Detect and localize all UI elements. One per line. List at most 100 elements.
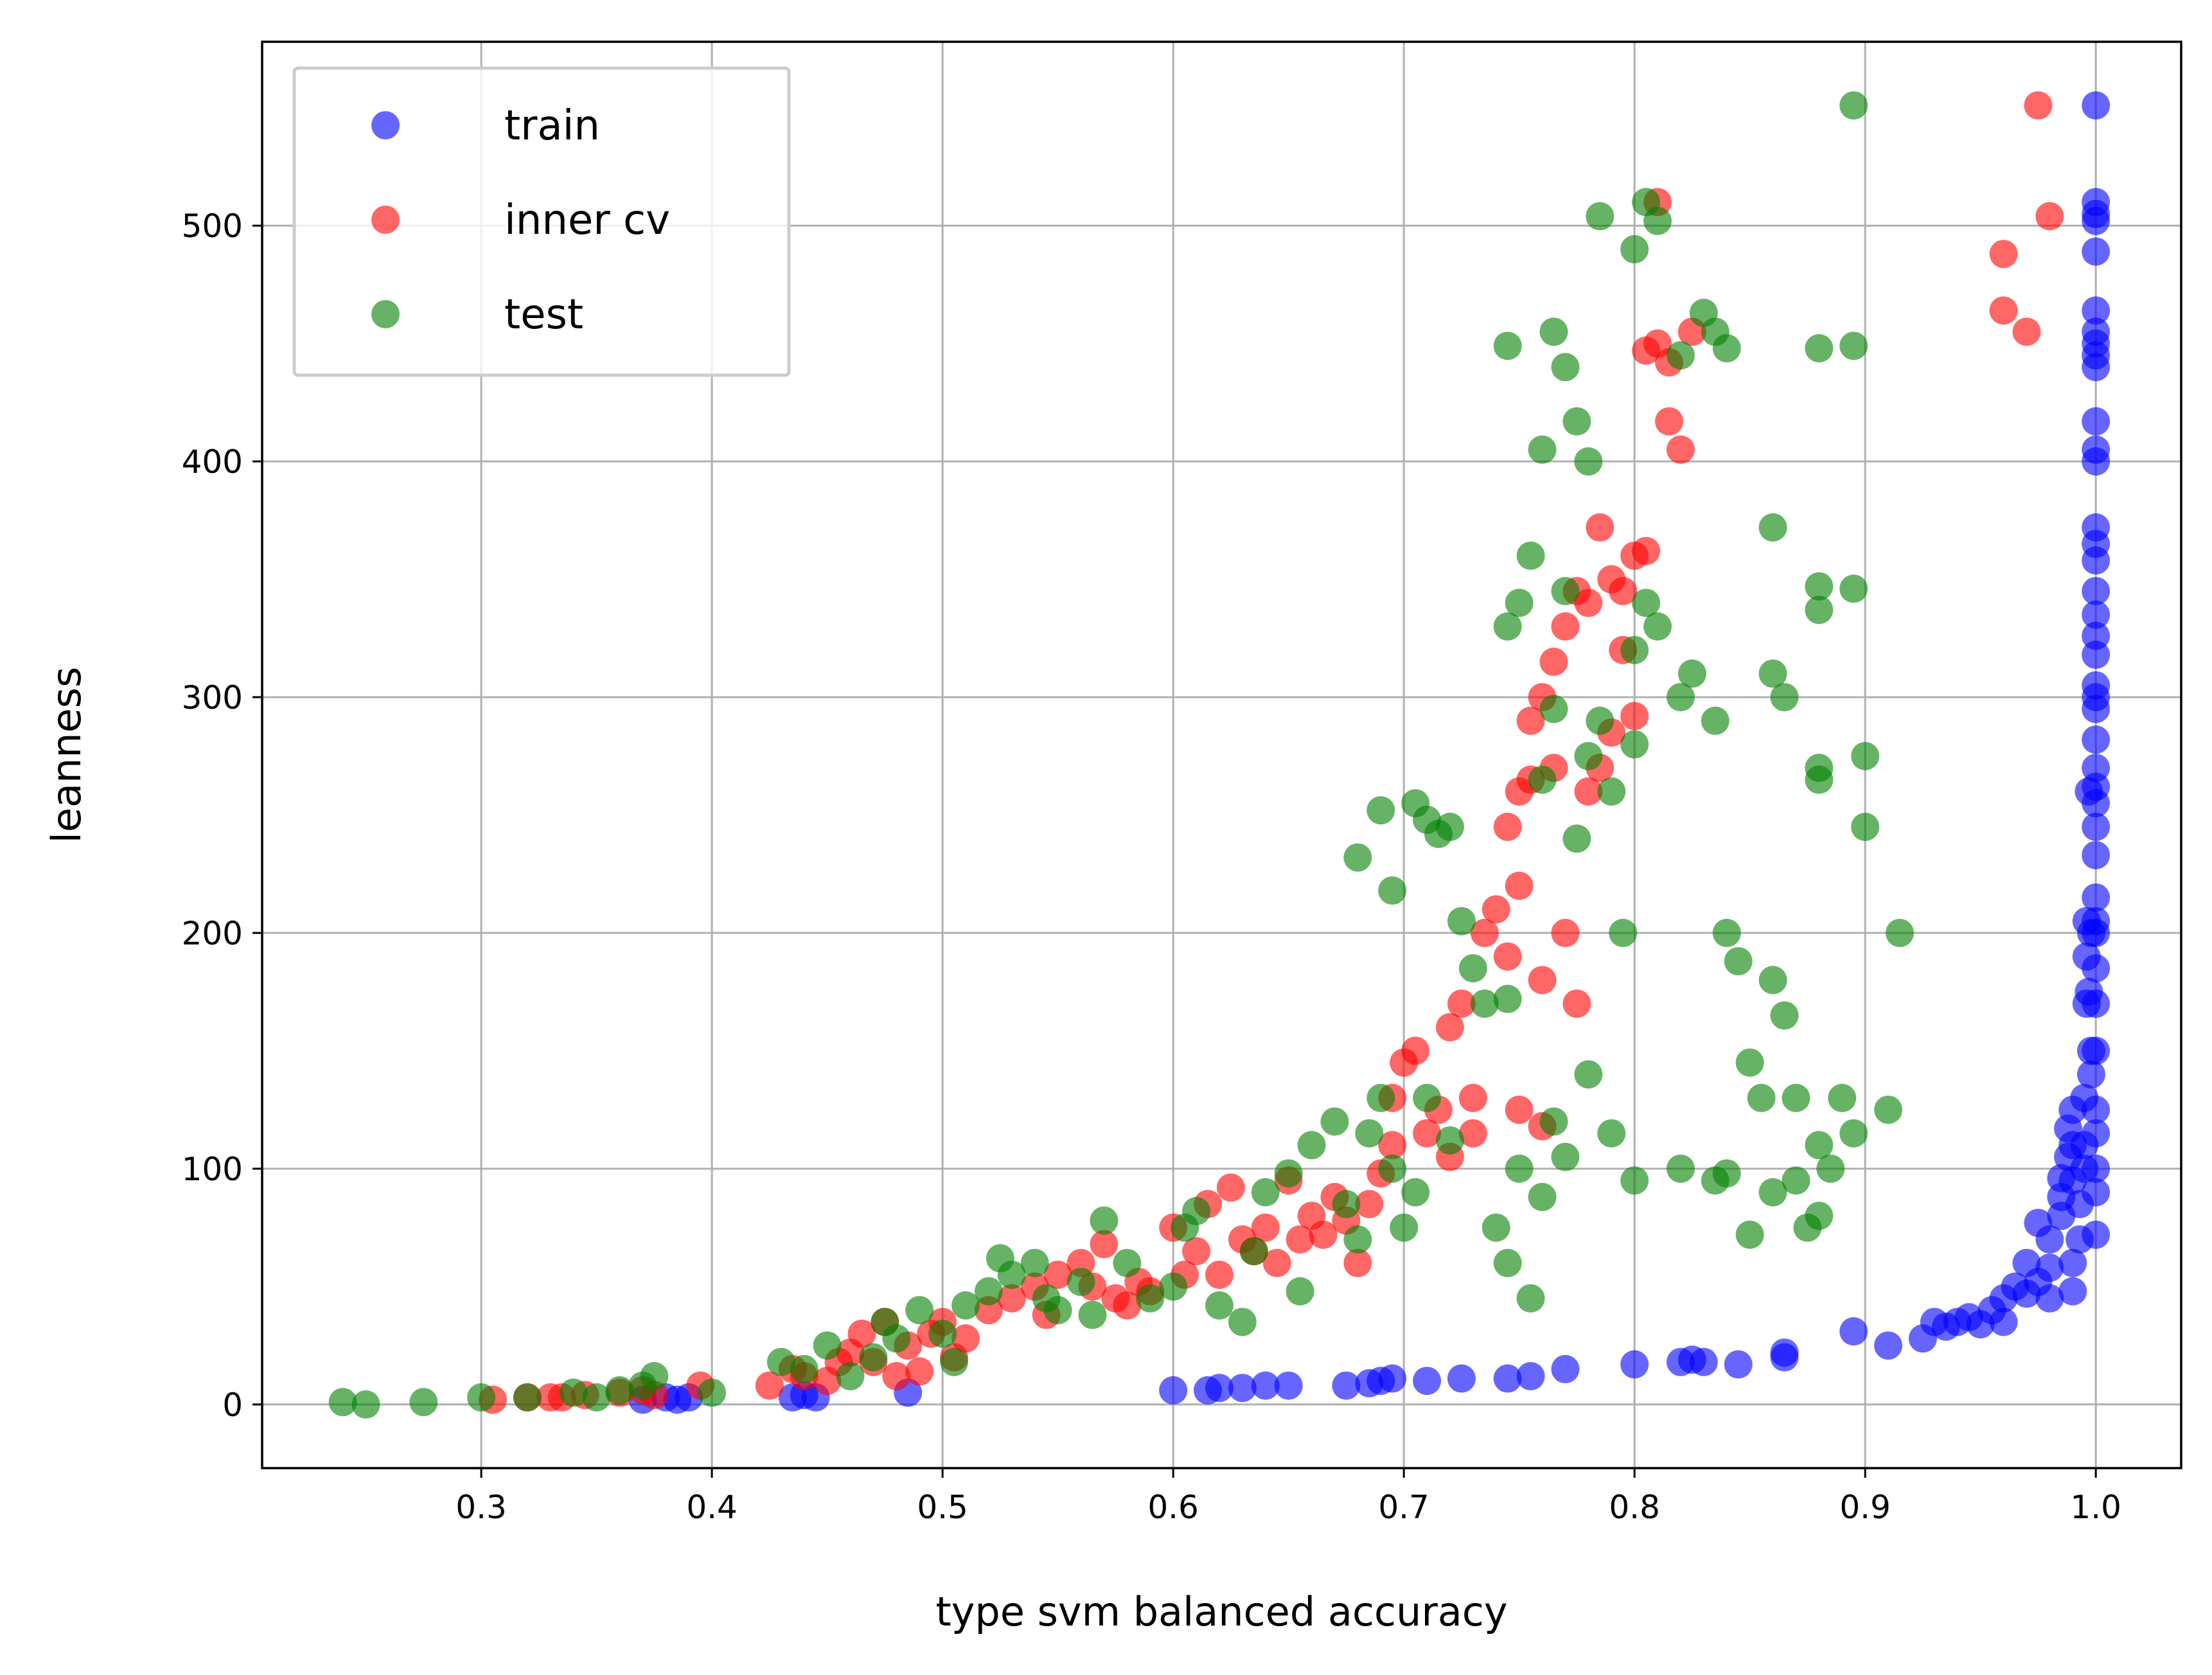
data-point bbox=[2082, 407, 2110, 436]
data-point bbox=[1643, 612, 1672, 641]
data-point bbox=[1586, 706, 1615, 735]
data-point bbox=[467, 1383, 496, 1412]
data-point bbox=[1712, 1159, 1741, 1188]
data-point bbox=[1851, 741, 1880, 770]
data-point bbox=[1562, 989, 1591, 1018]
data-points bbox=[328, 91, 2110, 1419]
x-axis-label: type svm balanced accuracy bbox=[935, 1588, 1507, 1635]
data-point bbox=[1251, 1178, 1280, 1207]
data-point bbox=[1458, 1083, 1487, 1112]
data-point bbox=[1609, 576, 1638, 605]
data-point bbox=[2012, 317, 2041, 346]
x-tick-label: 0.5 bbox=[917, 1489, 968, 1526]
data-point bbox=[1493, 332, 1522, 360]
data-point bbox=[1874, 1331, 1903, 1360]
data-point bbox=[1182, 1197, 1211, 1226]
data-point bbox=[1539, 317, 1568, 346]
data-point bbox=[1620, 730, 1649, 759]
data-point bbox=[1332, 1371, 1361, 1400]
data-point bbox=[2082, 671, 2110, 700]
x-tick-label: 1.0 bbox=[2070, 1489, 2121, 1526]
data-point bbox=[1286, 1225, 1314, 1254]
data-point bbox=[1989, 240, 2018, 269]
data-point bbox=[813, 1331, 842, 1360]
data-point bbox=[1505, 589, 1534, 617]
data-point bbox=[1551, 919, 1580, 948]
data-point bbox=[1435, 812, 1464, 841]
data-point bbox=[1839, 332, 1868, 360]
x-tick-label: 0.7 bbox=[1378, 1489, 1429, 1526]
data-point bbox=[1724, 947, 1753, 976]
data-point bbox=[1401, 1036, 1430, 1065]
data-point bbox=[1516, 706, 1545, 735]
data-point bbox=[2082, 1154, 2110, 1183]
legend-marker bbox=[371, 111, 400, 139]
legend-marker bbox=[371, 206, 400, 234]
y-tick-label: 100 bbox=[182, 1151, 243, 1188]
plot-frame bbox=[261, 40, 2182, 1469]
data-point bbox=[1632, 589, 1661, 617]
data-point bbox=[766, 1347, 795, 1376]
data-point bbox=[1505, 1095, 1534, 1124]
data-point bbox=[951, 1324, 980, 1353]
data-point bbox=[1355, 1190, 1384, 1219]
data-point bbox=[974, 1277, 1003, 1306]
data-point bbox=[1390, 1213, 1419, 1242]
data-point bbox=[1020, 1248, 1049, 1277]
data-point bbox=[1758, 513, 1787, 542]
data-point bbox=[1539, 648, 1568, 677]
data-point bbox=[1493, 984, 1522, 1013]
data-point bbox=[2082, 237, 2110, 266]
data-point bbox=[1378, 1131, 1407, 1160]
data-point bbox=[2082, 840, 2110, 869]
data-point bbox=[1113, 1248, 1142, 1277]
data-point bbox=[1297, 1131, 1326, 1160]
data-point bbox=[1574, 777, 1603, 806]
data-point bbox=[1586, 202, 1615, 231]
data-point bbox=[905, 1296, 934, 1325]
data-point bbox=[2076, 1060, 2105, 1089]
data-point bbox=[1805, 572, 1834, 601]
data-point bbox=[1597, 1119, 1626, 1148]
data-point bbox=[1493, 942, 1522, 971]
data-point bbox=[1677, 659, 1706, 688]
data-point bbox=[2082, 513, 2110, 542]
data-point bbox=[1332, 1190, 1361, 1219]
data-point bbox=[1609, 919, 1638, 948]
data-point bbox=[1274, 1371, 1303, 1400]
data-point bbox=[1735, 1220, 1764, 1249]
data-point bbox=[1262, 1248, 1291, 1277]
data-point bbox=[1874, 1095, 1903, 1124]
data-point bbox=[1839, 1317, 1868, 1346]
data-point bbox=[1770, 1338, 1799, 1367]
data-point bbox=[1758, 659, 1787, 688]
data-point bbox=[2082, 1119, 2110, 1148]
data-point bbox=[1989, 1307, 2018, 1336]
data-point bbox=[1470, 919, 1499, 948]
data-point bbox=[1620, 702, 1649, 731]
data-point bbox=[1447, 907, 1476, 935]
x-tick-label: 0.3 bbox=[456, 1489, 507, 1526]
data-point bbox=[2082, 1036, 2110, 1065]
data-point bbox=[1274, 1159, 1303, 1188]
y-tick-label: 300 bbox=[182, 679, 243, 716]
data-point bbox=[836, 1361, 865, 1390]
data-point bbox=[1435, 1126, 1464, 1155]
data-point bbox=[1320, 1107, 1349, 1136]
data-point bbox=[2035, 1254, 2064, 1282]
data-point bbox=[1620, 1166, 1649, 1195]
data-point bbox=[2082, 954, 2110, 983]
data-point bbox=[1090, 1230, 1119, 1259]
data-point bbox=[1343, 1225, 1372, 1254]
y-tick-label: 200 bbox=[182, 915, 243, 952]
data-point bbox=[1805, 1201, 1834, 1230]
data-point bbox=[1286, 1277, 1314, 1306]
x-tick-label: 0.4 bbox=[686, 1489, 738, 1526]
data-point bbox=[1828, 1083, 1857, 1112]
data-point bbox=[1239, 1237, 1268, 1266]
data-point bbox=[1205, 1291, 1234, 1320]
data-point bbox=[1043, 1296, 1072, 1325]
data-point bbox=[1528, 966, 1557, 995]
data-point bbox=[1574, 741, 1603, 770]
data-point bbox=[1159, 1376, 1188, 1405]
